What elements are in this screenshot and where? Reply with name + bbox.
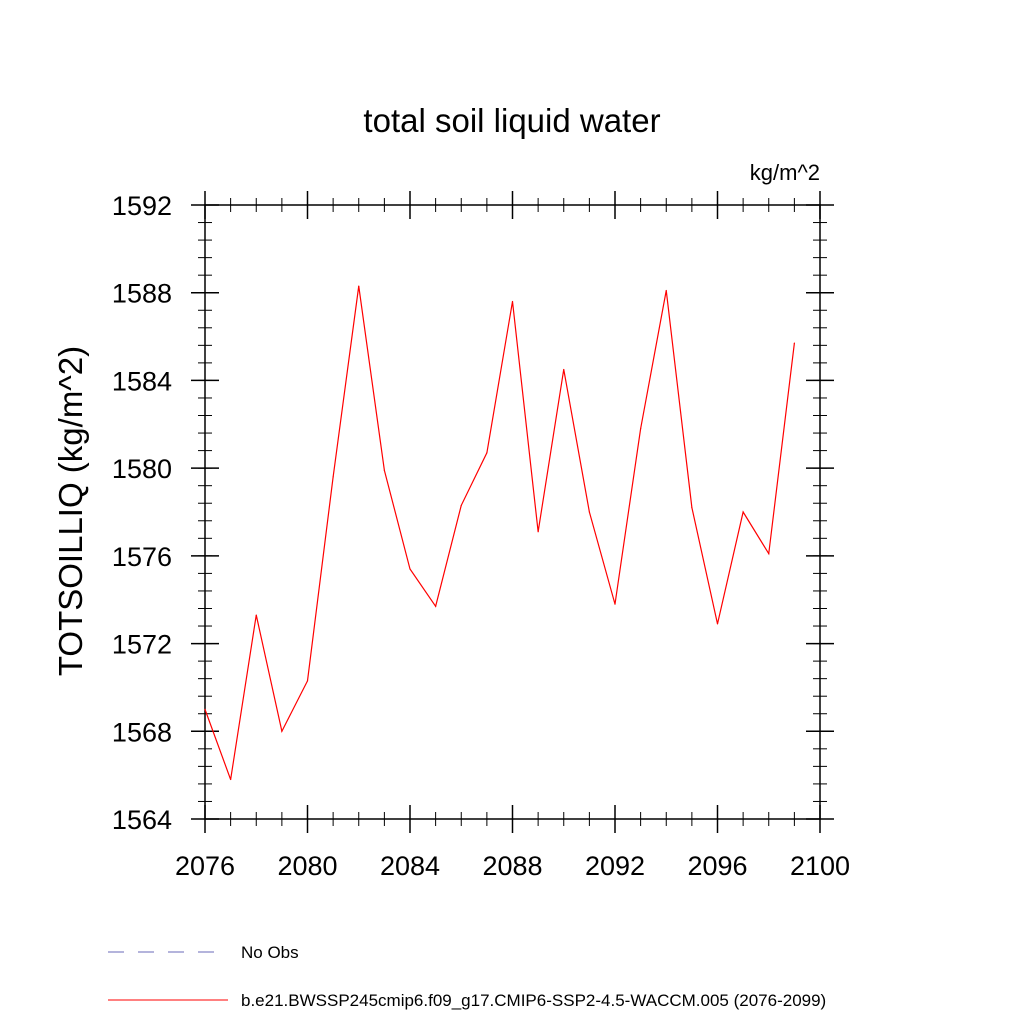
- series-layer: [204, 285, 795, 781]
- x-tick-label: 2092: [585, 851, 645, 881]
- y-tick-label: 1588: [112, 279, 172, 309]
- x-tick-label: 2076: [175, 851, 235, 881]
- series-point: [255, 614, 257, 616]
- chart-title: total soil liquid water: [363, 102, 660, 139]
- series-point: [793, 342, 795, 344]
- legend: No Obs b.e21.BWSSP245cmip6.f09_g17.CMIP6-…: [108, 943, 826, 1010]
- x-tick-labels: 2076 2080 2084 2088 2092 2096 2100: [175, 851, 850, 881]
- legend-label: No Obs: [241, 943, 299, 962]
- series-point: [511, 300, 514, 303]
- units-label: kg/m^2: [750, 160, 820, 185]
- series-point: [486, 452, 488, 454]
- series-point: [383, 469, 385, 471]
- series-point: [742, 511, 744, 513]
- major-ticks: [191, 191, 834, 833]
- y-tick-label: 1592: [112, 191, 172, 221]
- series-line: [204, 286, 795, 780]
- minor-ticks: [198, 198, 827, 826]
- series-point: [435, 605, 437, 607]
- series-point: [691, 507, 693, 509]
- series-point: [563, 368, 565, 371]
- series-point: [281, 730, 283, 732]
- series-point: [768, 553, 770, 555]
- series-point: [409, 568, 411, 570]
- y-tick-label: 1564: [112, 805, 172, 835]
- series-point: [614, 603, 616, 605]
- series-point: [716, 623, 719, 625]
- series-point: [665, 289, 667, 292]
- y-tick-label: 1584: [112, 366, 172, 396]
- series-point: [537, 531, 539, 533]
- y-tick-label: 1572: [112, 630, 172, 660]
- series-point: [460, 504, 462, 507]
- y-tick-label: 1580: [112, 454, 172, 484]
- x-tick-label: 2100: [790, 851, 850, 881]
- x-tick-label: 2088: [482, 851, 542, 881]
- y-tick-labels: 1564 1568 1572 1576 1580 1584 1588 1592: [112, 191, 172, 835]
- y-tick-label: 1568: [112, 717, 172, 747]
- series-point: [640, 428, 642, 430]
- series-point: [204, 708, 206, 710]
- y-axis-label: TOTSOILLIQ (kg/m^2): [52, 346, 89, 676]
- x-tick-label: 2084: [380, 851, 440, 881]
- series-point: [306, 680, 309, 682]
- y-tick-label: 1576: [112, 542, 172, 572]
- series-point: [332, 476, 334, 478]
- x-tick-label: 2080: [277, 851, 337, 881]
- legend-label: b.e21.BWSSP245cmip6.f09_g17.CMIP6-SSP2-4…: [241, 991, 826, 1010]
- plot-frame: [204, 204, 821, 820]
- series-point: [230, 778, 232, 781]
- series-point: [588, 511, 590, 513]
- x-tick-label: 2096: [687, 851, 747, 881]
- series-point: [358, 285, 360, 287]
